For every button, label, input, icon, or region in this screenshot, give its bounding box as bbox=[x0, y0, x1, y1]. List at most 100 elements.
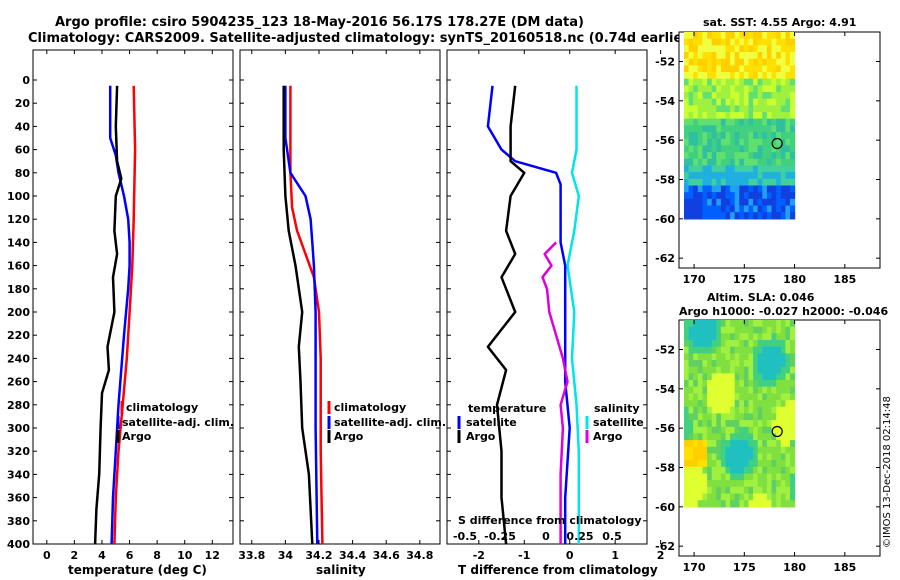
map-cell bbox=[785, 178, 791, 187]
map-cell bbox=[790, 446, 796, 455]
map-cell bbox=[720, 105, 727, 113]
map-cell bbox=[684, 420, 690, 428]
map-cell bbox=[734, 466, 740, 475]
map-cell bbox=[748, 65, 754, 73]
dleg-s-argo-label: Argo bbox=[593, 430, 623, 443]
map-cell bbox=[711, 212, 717, 220]
map-cell bbox=[790, 185, 796, 193]
y-tick-label: 340 bbox=[7, 468, 30, 481]
map-cell bbox=[762, 440, 768, 448]
map-cell bbox=[757, 152, 763, 160]
map-cell bbox=[780, 92, 786, 100]
map-cell bbox=[753, 360, 759, 368]
map-cell bbox=[748, 353, 754, 361]
map-cell bbox=[757, 333, 763, 341]
series-argo bbox=[282, 85, 314, 545]
map-cell bbox=[766, 366, 773, 374]
map-cell bbox=[716, 98, 722, 106]
map-cell bbox=[730, 380, 736, 388]
map-cell bbox=[748, 85, 754, 93]
map-cell bbox=[766, 152, 773, 160]
y-tick-label: 40 bbox=[15, 120, 31, 133]
map-cell bbox=[743, 165, 750, 173]
map-cell bbox=[725, 65, 731, 73]
map-cell bbox=[684, 98, 690, 106]
map-cell bbox=[725, 326, 731, 334]
map-cell bbox=[730, 420, 736, 428]
map-cell bbox=[776, 346, 782, 354]
map-cell bbox=[771, 460, 777, 468]
map-cell bbox=[739, 480, 745, 488]
map-cell bbox=[702, 486, 708, 495]
map-cell bbox=[762, 212, 768, 220]
map-cell bbox=[720, 125, 727, 133]
map-cell bbox=[757, 446, 763, 455]
map-cell bbox=[776, 326, 782, 334]
s-difference-tick-label: 0.25 bbox=[566, 530, 593, 543]
x-tick-label: 10 bbox=[177, 549, 193, 562]
map-cell bbox=[766, 212, 773, 220]
map-cell bbox=[711, 346, 717, 354]
map-cell bbox=[776, 112, 782, 120]
map-cell bbox=[725, 132, 731, 140]
map-cell bbox=[739, 493, 745, 501]
map-cell bbox=[790, 125, 796, 133]
map-cell bbox=[776, 433, 782, 441]
map-cell bbox=[688, 138, 694, 147]
map-cell bbox=[711, 473, 717, 481]
map-cell bbox=[730, 413, 736, 421]
map-cell bbox=[785, 386, 791, 394]
map-cell bbox=[753, 500, 759, 508]
map-cell bbox=[753, 393, 759, 401]
map-cell bbox=[753, 320, 759, 328]
map-cell bbox=[780, 420, 786, 428]
map-cell bbox=[730, 426, 736, 435]
map-cell bbox=[739, 78, 745, 86]
map-cell bbox=[771, 413, 777, 421]
map-cell bbox=[688, 440, 694, 448]
map-cell bbox=[725, 138, 731, 147]
map-cell bbox=[762, 373, 768, 381]
map-cell bbox=[776, 380, 782, 388]
map-cell bbox=[753, 386, 759, 394]
map-y-tick-label: -62 bbox=[655, 252, 675, 265]
map-cell bbox=[771, 373, 777, 381]
map-cell bbox=[716, 406, 722, 414]
map-cell bbox=[716, 400, 722, 408]
map-cell bbox=[734, 326, 740, 334]
map-cell bbox=[766, 353, 773, 361]
map-cell bbox=[697, 406, 703, 414]
map-cell bbox=[688, 360, 694, 368]
map-cell bbox=[771, 433, 777, 441]
map-cell bbox=[790, 85, 796, 93]
map-cell bbox=[725, 366, 731, 374]
map-cell bbox=[780, 406, 786, 414]
map-cell bbox=[748, 78, 754, 86]
map-cell bbox=[748, 112, 754, 120]
map-cell bbox=[771, 65, 777, 73]
map-cell bbox=[790, 165, 796, 173]
map-cell bbox=[688, 320, 694, 328]
map-cell bbox=[743, 205, 750, 213]
map-cell bbox=[684, 118, 690, 126]
map-cell bbox=[693, 98, 699, 106]
map-cell bbox=[748, 466, 754, 475]
map-cell bbox=[697, 192, 703, 200]
map-cell bbox=[785, 185, 791, 193]
map-cell bbox=[757, 172, 763, 180]
map-cell bbox=[785, 132, 791, 140]
map-cell bbox=[697, 393, 703, 401]
map-cell bbox=[757, 420, 763, 428]
map-cell bbox=[785, 446, 791, 455]
y-tick-label: 100 bbox=[7, 190, 30, 203]
map-cell bbox=[702, 473, 708, 481]
map-cell bbox=[790, 118, 796, 126]
map-cell bbox=[771, 446, 777, 455]
map-cell bbox=[780, 118, 786, 126]
map-cell bbox=[762, 340, 768, 348]
map-cell bbox=[734, 400, 740, 408]
map-cell bbox=[790, 38, 796, 46]
map-cell bbox=[720, 98, 727, 106]
map-cell bbox=[785, 138, 791, 147]
map-cell bbox=[697, 158, 703, 167]
